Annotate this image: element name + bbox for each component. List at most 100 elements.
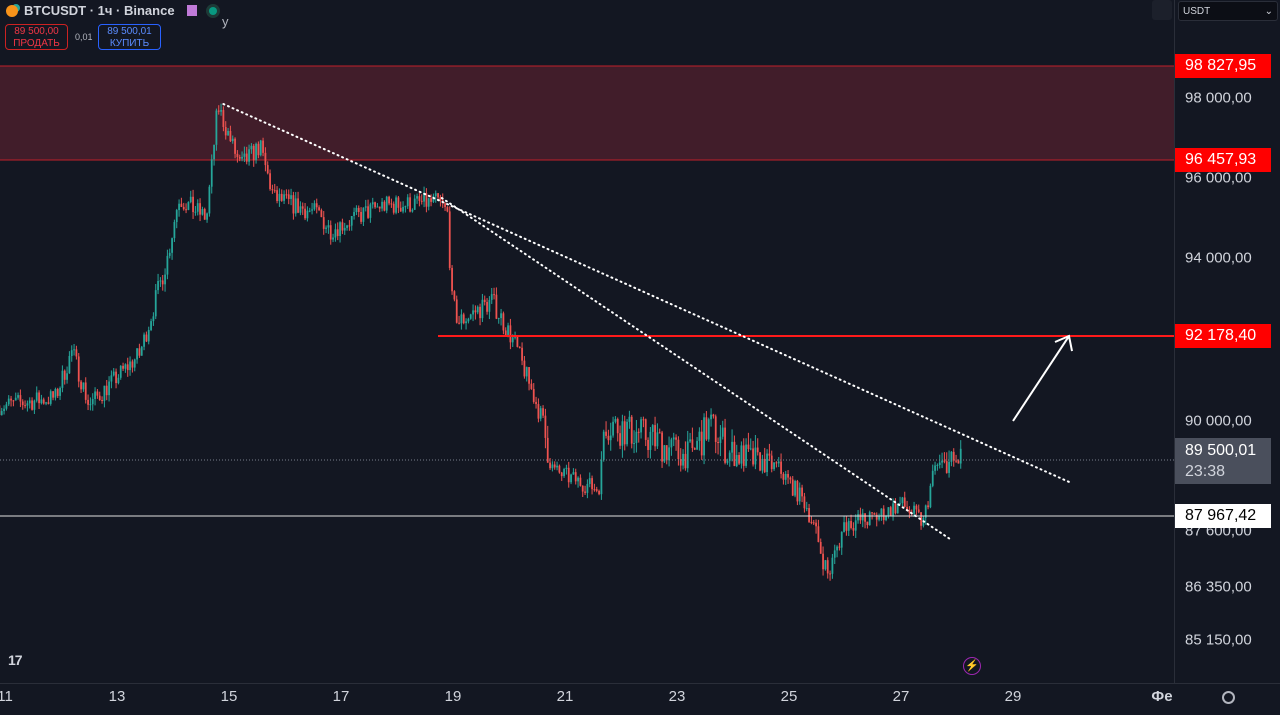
sell-button[interactable]: 89 500,00 ПРОДАТЬ	[5, 24, 68, 50]
time-axis[interactable]: 11 13 15 17 19 21 23 25 27 29 Фе	[0, 683, 1280, 715]
candle-down	[553, 464, 556, 468]
symbol-title[interactable]: BTCUSDT · 1ч · Binance	[24, 3, 175, 18]
candle-down	[462, 314, 465, 324]
candle-up	[670, 439, 673, 448]
candle-up	[950, 451, 953, 462]
candle-down	[24, 405, 26, 407]
candle-down	[903, 497, 906, 507]
time-tick: 21	[556, 688, 574, 705]
candle-down	[654, 425, 656, 447]
candle-up	[364, 206, 367, 208]
candle-down	[451, 267, 453, 292]
candle-down	[122, 365, 124, 369]
candle-down	[871, 512, 873, 514]
candle-down	[348, 225, 351, 227]
candle-up	[740, 445, 743, 464]
candle-up	[432, 196, 435, 202]
candle-up	[427, 198, 430, 207]
candle-up	[924, 505, 927, 518]
gear-icon[interactable]	[1222, 691, 1235, 704]
candle-up	[70, 350, 73, 356]
candle-down	[304, 208, 306, 219]
candle-down	[619, 433, 621, 446]
candle-down	[203, 208, 206, 220]
candle-up	[325, 227, 327, 229]
candle-up	[840, 531, 843, 548]
candle-down	[815, 522, 817, 527]
time-tick: 19	[444, 688, 462, 705]
candle-down	[297, 198, 299, 213]
candle-down	[747, 444, 750, 449]
price-axis[interactable]: USDT ⌄ 98 000,00 96 000,00 94 000,00 90 000,…	[1174, 0, 1280, 683]
candle-up	[157, 281, 159, 291]
candle-down	[677, 439, 680, 460]
candle-down	[252, 145, 255, 161]
candle-down	[665, 445, 668, 461]
arrow-line	[1012, 335, 1070, 422]
candle-down	[675, 437, 677, 440]
candle-up	[259, 140, 262, 156]
candle-down	[458, 322, 460, 324]
candle-down	[875, 514, 878, 520]
candle-up	[649, 431, 652, 450]
candle-up	[103, 385, 106, 401]
candle-up	[913, 505, 915, 514]
candle-up	[668, 447, 670, 461]
candle-down	[917, 509, 920, 513]
candle-up	[119, 365, 122, 378]
time-tick: Фе	[1151, 688, 1173, 705]
candle-up	[896, 503, 899, 514]
candle-down	[280, 193, 283, 201]
buy-button[interactable]: 89 500,01 КУПИТЬ	[98, 24, 161, 50]
chart-canvas[interactable]	[0, 0, 1174, 683]
candle-down	[80, 381, 82, 390]
candle-down	[56, 389, 59, 396]
currency-select[interactable]: USDT ⌄	[1178, 1, 1278, 21]
candle-down	[262, 140, 264, 153]
candle-down	[763, 458, 766, 473]
candle-up	[628, 416, 631, 422]
candle-down	[322, 217, 325, 229]
sell-price: 89 500,00	[14, 26, 59, 37]
candle-up	[150, 321, 152, 331]
candle-up	[294, 198, 297, 214]
candle-down	[292, 195, 295, 214]
candle-up	[355, 207, 358, 213]
candle-up	[651, 425, 654, 432]
candle-up	[54, 389, 57, 398]
chart-plot[interactable]	[0, 0, 1174, 683]
buy-label: КУПИТЬ	[109, 38, 150, 49]
candle-up	[164, 274, 166, 285]
candle-up	[213, 144, 215, 160]
candle-down	[567, 467, 570, 483]
candle-down	[889, 507, 892, 517]
candle-up	[402, 206, 404, 212]
candle-down	[63, 370, 66, 380]
candle-down	[845, 522, 848, 531]
time-tick: 27	[892, 688, 910, 705]
candle-down	[42, 399, 45, 404]
candle-down	[392, 203, 395, 213]
candle-down	[714, 416, 717, 442]
candle-up	[710, 414, 712, 420]
candle-down	[630, 416, 633, 444]
candle-up	[89, 404, 92, 406]
candle-up	[467, 318, 470, 322]
candle-up	[61, 370, 64, 388]
candle-up	[94, 391, 96, 399]
candle-up	[143, 334, 145, 347]
time-tick: 13	[108, 688, 126, 705]
candle-down	[430, 198, 432, 202]
chart-settings-button[interactable]	[1152, 0, 1172, 20]
tradingview-logo[interactable]: 17	[8, 652, 23, 668]
flag-icon[interactable]	[186, 5, 197, 16]
candle-down	[733, 441, 736, 467]
candle-down	[535, 401, 537, 405]
candle-down	[607, 435, 610, 441]
candle-up	[707, 419, 710, 440]
candle-down	[955, 460, 957, 462]
candle-up	[250, 145, 253, 150]
candle-up	[311, 209, 313, 211]
candle-up	[602, 431, 605, 460]
lightning-icon[interactable]: ⚡	[963, 657, 981, 675]
